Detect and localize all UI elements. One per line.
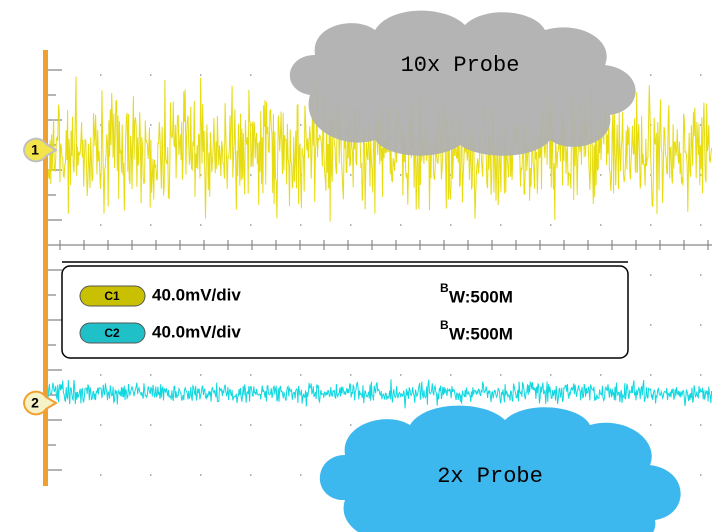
callout-cloud-top: 10x Probe [290, 11, 636, 156]
bandwidth: W:500M [449, 287, 513, 306]
callout-label: 10x Probe [401, 53, 520, 78]
bw-sup: B [440, 281, 449, 295]
callout-cloud-bottom: 2x Probe [320, 406, 681, 532]
channel-pill: C1 [104, 289, 120, 303]
legend: C1 40.0mV/div B W:500M C2 40.0mV/div B W… [62, 262, 628, 358]
trace-ch2 [48, 379, 712, 408]
bw-sup: B [440, 318, 449, 332]
axis-bar [43, 50, 48, 486]
scale: 40.0mV/div [152, 285, 241, 304]
scope-screen: 1 2 C1 40.0mV/div B W:500M C2 40.0mV/div… [0, 0, 712, 532]
scale: 40.0mV/div [152, 322, 241, 341]
marker-label: 1 [31, 142, 39, 158]
bandwidth: W:500M [449, 324, 513, 343]
channel-pill: C2 [104, 326, 120, 340]
marker-label: 2 [31, 395, 39, 411]
callout-label: 2x Probe [437, 464, 543, 489]
